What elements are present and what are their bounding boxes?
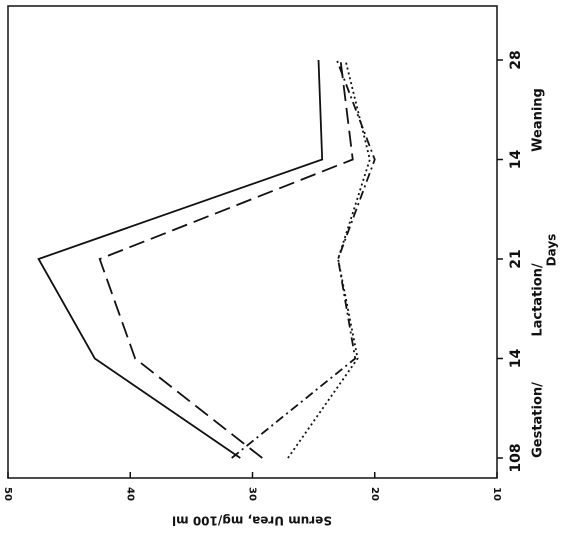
value-tick-label: 50 xyxy=(2,487,13,501)
value-axis-label: Serum Urea, mg/100 ml xyxy=(172,514,332,528)
category-tick-label: 14 xyxy=(508,150,524,170)
category-tick-label: 108 xyxy=(508,443,524,472)
category-axis-label: Days xyxy=(545,234,559,267)
group-label: Weaning xyxy=(531,88,546,152)
group-label: Gestation/ xyxy=(531,382,546,458)
plot-frame xyxy=(7,5,498,479)
value-tick-label: 10 xyxy=(491,487,502,501)
category-tick-label: 14 xyxy=(508,349,524,369)
value-tick-label: 30 xyxy=(247,487,258,501)
value-tick-label: 40 xyxy=(124,487,135,501)
category-tick-label: 28 xyxy=(508,50,524,69)
series-line xyxy=(287,59,371,459)
series-line xyxy=(231,59,376,459)
category-tick-label: 21 xyxy=(508,249,524,268)
value-tick-label: 20 xyxy=(369,487,380,501)
group-label: Lactation/ xyxy=(531,263,546,337)
series-line xyxy=(98,59,354,459)
series-line xyxy=(37,59,324,459)
